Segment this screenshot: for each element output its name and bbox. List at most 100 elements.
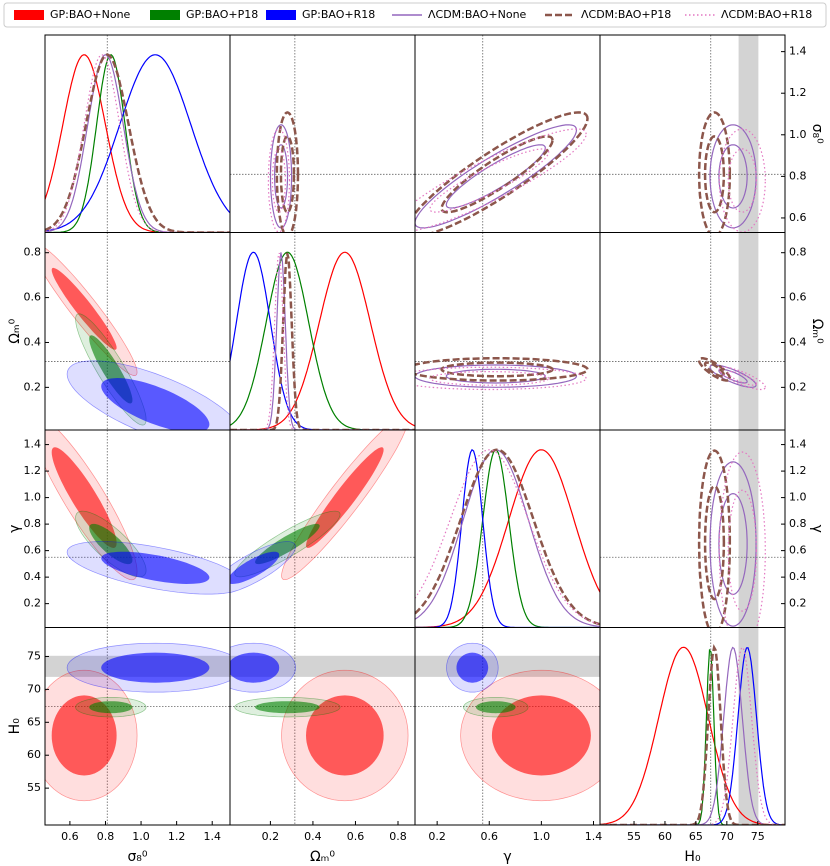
posterior-1d	[415, 449, 600, 628]
contour-1sigma	[456, 652, 489, 683]
panel	[230, 430, 415, 628]
y-tick-label: 0.8	[24, 246, 42, 259]
legend-label: GP:BAO+None	[50, 8, 131, 21]
contour-line	[274, 144, 289, 209]
panel	[600, 430, 785, 628]
x-tick-label: 0.2	[262, 830, 280, 843]
y-tick-label: 0.6	[24, 544, 42, 557]
contour-1sigma	[101, 551, 210, 584]
posterior-1d	[415, 449, 600, 625]
posterior-1d	[45, 53, 230, 233]
x-tick-label: 1.4	[585, 830, 603, 843]
y-tick-label: 1.4	[24, 438, 42, 451]
contour-line	[429, 371, 550, 386]
legend-label: ΛCDM:BAO+R18	[721, 8, 812, 21]
contour-line	[718, 128, 766, 233]
y-tick-label: 0.4	[24, 335, 42, 348]
panel	[230, 627, 415, 825]
x-tick-label: 0.2	[428, 830, 446, 843]
contour-line	[703, 485, 726, 601]
posterior-1d	[230, 251, 415, 430]
x-tick-label: 60	[658, 830, 672, 843]
panel-frame	[229, 232, 416, 431]
y-tick-label: 0.2	[24, 597, 42, 610]
contour-line	[279, 135, 296, 214]
x-tick-label: 1.4	[203, 830, 221, 843]
x-tick-label: 75	[751, 830, 765, 843]
contour-line	[718, 492, 748, 596]
contour-line	[697, 449, 732, 628]
contour-line	[429, 148, 550, 213]
posterior-1d	[230, 252, 415, 430]
y-tick-label-right: 0.2	[789, 597, 807, 610]
contour-line	[445, 368, 546, 384]
y-tick-label-right: 0.6	[789, 291, 807, 304]
y-axis-label-right: Ωₘ⁰	[809, 319, 825, 344]
x-tick-label: 1.0	[132, 830, 150, 843]
x-tick-label: 55	[627, 830, 641, 843]
y-axis-label: H₀	[7, 718, 23, 735]
x-axis-label: γ	[503, 849, 511, 865]
posterior-1d	[230, 251, 415, 430]
y-tick-label: 1.2	[24, 464, 42, 477]
y-tick-label-right: 1.0	[789, 491, 807, 504]
panel	[230, 35, 415, 233]
contour-line	[718, 366, 766, 391]
x-axis-label: σ₈⁰	[127, 849, 147, 865]
y-tick-label: 0.2	[24, 380, 42, 393]
contour-line	[703, 361, 726, 378]
posterior-1d	[45, 54, 230, 233]
y-tick-label: 55	[27, 781, 41, 794]
y-tick-label-right: 0.4	[789, 335, 807, 348]
x-tick-label: 0.8	[97, 830, 115, 843]
y-tick-label-right: 0.8	[789, 517, 807, 530]
contour-line	[415, 366, 587, 391]
panel	[415, 627, 600, 825]
posterior-1d	[45, 54, 230, 233]
x-tick-label: 0.6	[61, 830, 79, 843]
y-tick-label-right: 0.4	[789, 570, 807, 583]
contour-line	[718, 368, 748, 384]
legend-label: GP:BAO+P18	[186, 8, 258, 21]
x-tick-label: 70	[720, 830, 734, 843]
panel	[45, 627, 230, 825]
y-tick-label-right: 0.8	[789, 169, 807, 182]
y-tick-label: 60	[27, 748, 41, 761]
posterior-1d	[415, 449, 600, 628]
posterior-1d	[415, 449, 600, 627]
contour-1sigma	[255, 701, 320, 714]
x-tick-label: 0.8	[389, 830, 407, 843]
panel-frame	[229, 34, 416, 233]
y-tick-label: 1.0	[24, 491, 42, 504]
y-axis-label-right: γ	[809, 525, 825, 533]
y-tick-label-right: 1.4	[789, 438, 807, 451]
panel-frame	[414, 232, 601, 431]
contour-line	[269, 124, 293, 229]
panel	[415, 232, 600, 430]
contour-line	[267, 128, 291, 233]
y-tick-label: 65	[27, 715, 41, 728]
legend-swatch	[150, 10, 180, 20]
posterior-1d	[415, 448, 600, 628]
h0-band	[738, 627, 759, 825]
panel-frame	[414, 429, 601, 628]
contour-line	[709, 124, 757, 229]
legend-swatch	[266, 10, 296, 20]
contour-line	[709, 461, 757, 627]
y-tick-label: 75	[27, 649, 41, 662]
contour-1sigma	[101, 652, 210, 683]
y-tick-label-right: 0.8	[789, 246, 807, 259]
legend-label: GP:BAO+R18	[302, 8, 375, 21]
contour-1sigma	[51, 695, 117, 776]
y-tick-label-right: 0.6	[789, 544, 807, 557]
posterior-1d	[600, 646, 785, 825]
contour-line	[445, 144, 546, 209]
y-tick-label: 70	[27, 682, 41, 695]
y-tick-label-right: 1.2	[789, 86, 807, 99]
contour-line	[727, 371, 757, 386]
y-axis-label-right: σ₈⁰	[809, 124, 825, 144]
posterior-1d	[230, 252, 415, 430]
x-tick-label: 0.4	[304, 830, 322, 843]
y-axis-label: Ωₘ⁰	[7, 318, 23, 343]
